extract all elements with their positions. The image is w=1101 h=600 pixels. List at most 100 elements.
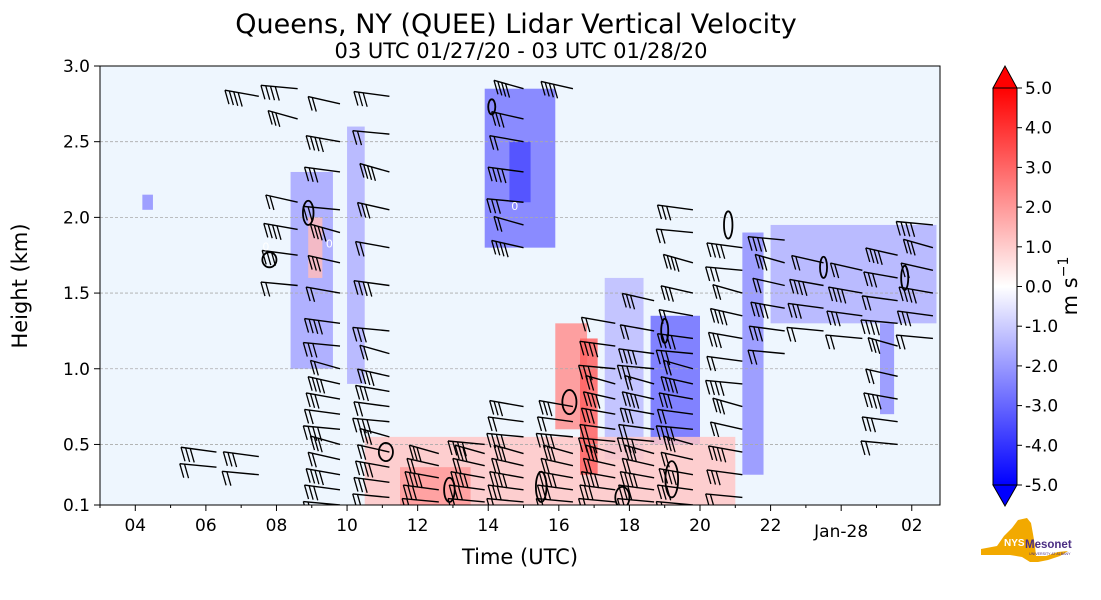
wind-barb-flag — [722, 311, 728, 326]
wind-barb-flag — [626, 366, 632, 381]
wind-barb-flag — [669, 427, 676, 442]
wind-barb-flag — [311, 453, 317, 468]
wind-barb-flag — [361, 445, 367, 460]
colorbar-label-unit: m s — [1058, 277, 1082, 315]
logo-main-text: Mesonet — [1025, 539, 1072, 551]
wind-barb-flag — [715, 471, 721, 486]
wind-barb-flag — [900, 221, 906, 237]
wind-barb-staff — [863, 271, 898, 279]
wind-barb-flag — [486, 498, 490, 505]
wind-barb-staff — [867, 337, 898, 347]
wind-barb-flag — [621, 391, 627, 406]
wind-barb-flag — [660, 229, 666, 244]
wind-barb-flag — [747, 236, 753, 251]
wind-barb-flag — [490, 498, 494, 505]
wind-barb-flag — [871, 338, 877, 353]
wind-barb-staff — [179, 463, 217, 468]
wind-barb-flag — [356, 418, 363, 433]
wind-barb-flag — [876, 395, 882, 410]
wind-barb-flag — [274, 86, 280, 101]
wind-barb-staff — [658, 392, 694, 400]
wind-barb-flag — [499, 113, 505, 128]
wind-barb-staff — [493, 444, 524, 455]
velocity-cell — [142, 194, 153, 210]
wind-barb-flag — [655, 425, 661, 441]
wind-barb-flag — [356, 202, 363, 217]
x-tick-label: 12 — [407, 516, 429, 536]
wind-barb-staff — [896, 334, 934, 340]
wind-barb-flag — [359, 461, 365, 477]
logo-prefix-text: NYS — [1004, 538, 1025, 549]
wind-barb-flag — [709, 494, 715, 505]
wind-barb-staff — [357, 444, 390, 453]
wind-barb-flag — [493, 216, 499, 231]
wind-barb-flag — [454, 444, 460, 460]
wind-barb-flag — [710, 470, 717, 485]
wind-barb-flag — [904, 263, 910, 279]
wind-barb-staff — [491, 457, 524, 467]
wind-barb-flag — [621, 438, 627, 453]
wind-barb-flag — [237, 92, 243, 107]
contour-line — [261, 251, 278, 269]
wind-barb-flag — [459, 473, 465, 488]
colorbar-tick-label: 4.0 — [1025, 119, 1052, 139]
wind-barb-flag — [622, 424, 628, 440]
wind-barb-staff — [486, 497, 524, 503]
wind-barb-flag — [762, 256, 768, 271]
wind-barb-flag — [309, 223, 316, 239]
wind-barb-flag — [629, 295, 636, 310]
wind-barb-flag — [314, 394, 320, 409]
wind-barb-flag — [501, 82, 507, 97]
colorbar-tick-label: -2.0 — [1025, 357, 1058, 377]
wind-barb-staff — [658, 467, 694, 476]
wind-barb-staff — [754, 253, 785, 264]
wind-barb-flag — [410, 459, 416, 474]
wind-barb-staff — [223, 451, 259, 458]
wind-barb-flag — [457, 486, 464, 501]
wind-barb-flag — [577, 437, 584, 453]
x-tick-label: 04 — [124, 516, 146, 536]
wind-barb-flag — [632, 473, 639, 489]
wind-barb-staff — [353, 476, 390, 483]
wind-barb-flag — [786, 327, 792, 342]
wind-barb-flag — [628, 409, 634, 424]
wind-barb-staff — [657, 484, 694, 491]
wind-barb-flag — [716, 333, 722, 349]
wind-barb-staff — [353, 90, 390, 97]
wind-barb-staff — [536, 432, 574, 438]
wind-barb-staff — [304, 484, 341, 491]
wind-barb-staff — [747, 349, 785, 355]
wind-barb-flag — [309, 287, 316, 302]
wind-barb-staff — [357, 201, 390, 211]
wind-barb-staff — [860, 319, 898, 325]
wind-barb-flag — [316, 427, 323, 442]
wind-barb-flag — [715, 243, 721, 259]
wind-barb-flag — [719, 400, 726, 415]
wind-barb-flag — [595, 394, 601, 409]
wind-barb-flag — [666, 334, 672, 350]
wind-barb-flag — [835, 312, 841, 327]
wind-barb-flag — [406, 458, 412, 473]
wind-barb-staff — [749, 325, 785, 332]
wind-barb-flag — [313, 225, 319, 240]
wind-barb-staff — [622, 292, 655, 302]
wind-barb-staff — [536, 497, 574, 503]
wind-barb-staff — [750, 301, 785, 309]
wind-barb-flag — [585, 408, 591, 424]
wind-barb-flag — [763, 304, 769, 319]
wind-barb-flag — [313, 361, 319, 376]
wind-barb-flag — [582, 391, 589, 406]
wind-barb-flag — [757, 327, 764, 342]
wind-barb-flag — [357, 477, 364, 493]
wind-barb-flag — [905, 222, 911, 237]
wind-barb-flag — [621, 498, 625, 505]
wind-barb-flag — [309, 136, 316, 151]
wind-barb-staff — [660, 285, 694, 294]
colorbar-tick-label: 0.0 — [1025, 278, 1052, 298]
wind-barb-flag — [312, 426, 318, 441]
colorbar-max-extension — [992, 64, 1018, 89]
wind-barb-flag — [714, 309, 720, 324]
wind-barb-flag — [705, 266, 711, 282]
wind-barb-flag — [706, 356, 712, 371]
wind-barb-staff — [352, 417, 390, 423]
